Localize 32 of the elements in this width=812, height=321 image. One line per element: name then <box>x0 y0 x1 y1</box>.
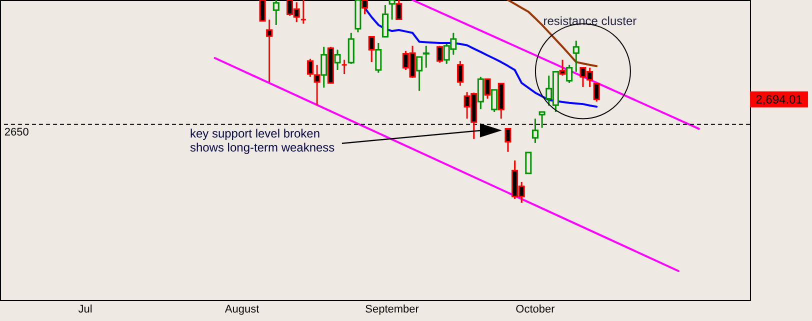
candlestick <box>382 4 388 38</box>
candlestick <box>341 59 348 75</box>
candlestick <box>504 128 512 153</box>
annotation: resistance cluster <box>543 14 637 28</box>
candlestick <box>525 152 532 174</box>
candlestick <box>566 64 573 84</box>
candlestick <box>477 76 484 110</box>
candlestick <box>266 18 273 83</box>
candlestick <box>491 89 498 113</box>
candlestick <box>593 82 600 102</box>
candlestick <box>436 45 444 64</box>
candlestick <box>416 56 423 92</box>
x-tick-label: Jul <box>78 304 92 316</box>
candlestick <box>334 48 341 71</box>
candlestick <box>300 0 307 24</box>
x-tick-label: October <box>516 304 556 316</box>
candlestick <box>320 46 328 88</box>
candlestick <box>422 45 430 68</box>
x-tick-label: September <box>365 304 420 316</box>
candlestick <box>375 42 382 74</box>
candlestick <box>572 40 580 73</box>
annotation: key support level broken shows long-term weakness <box>190 126 335 154</box>
text: 2,694.01 <box>756 92 803 106</box>
candlestick <box>538 111 546 129</box>
x-tick-label: August <box>224 304 260 316</box>
candlestick <box>532 118 538 144</box>
annotation: 2650 <box>4 126 29 138</box>
candlestick <box>484 78 491 100</box>
candlestick <box>559 59 566 76</box>
candlestick <box>348 32 354 65</box>
candlestick <box>456 60 464 87</box>
candlestick <box>368 35 375 63</box>
